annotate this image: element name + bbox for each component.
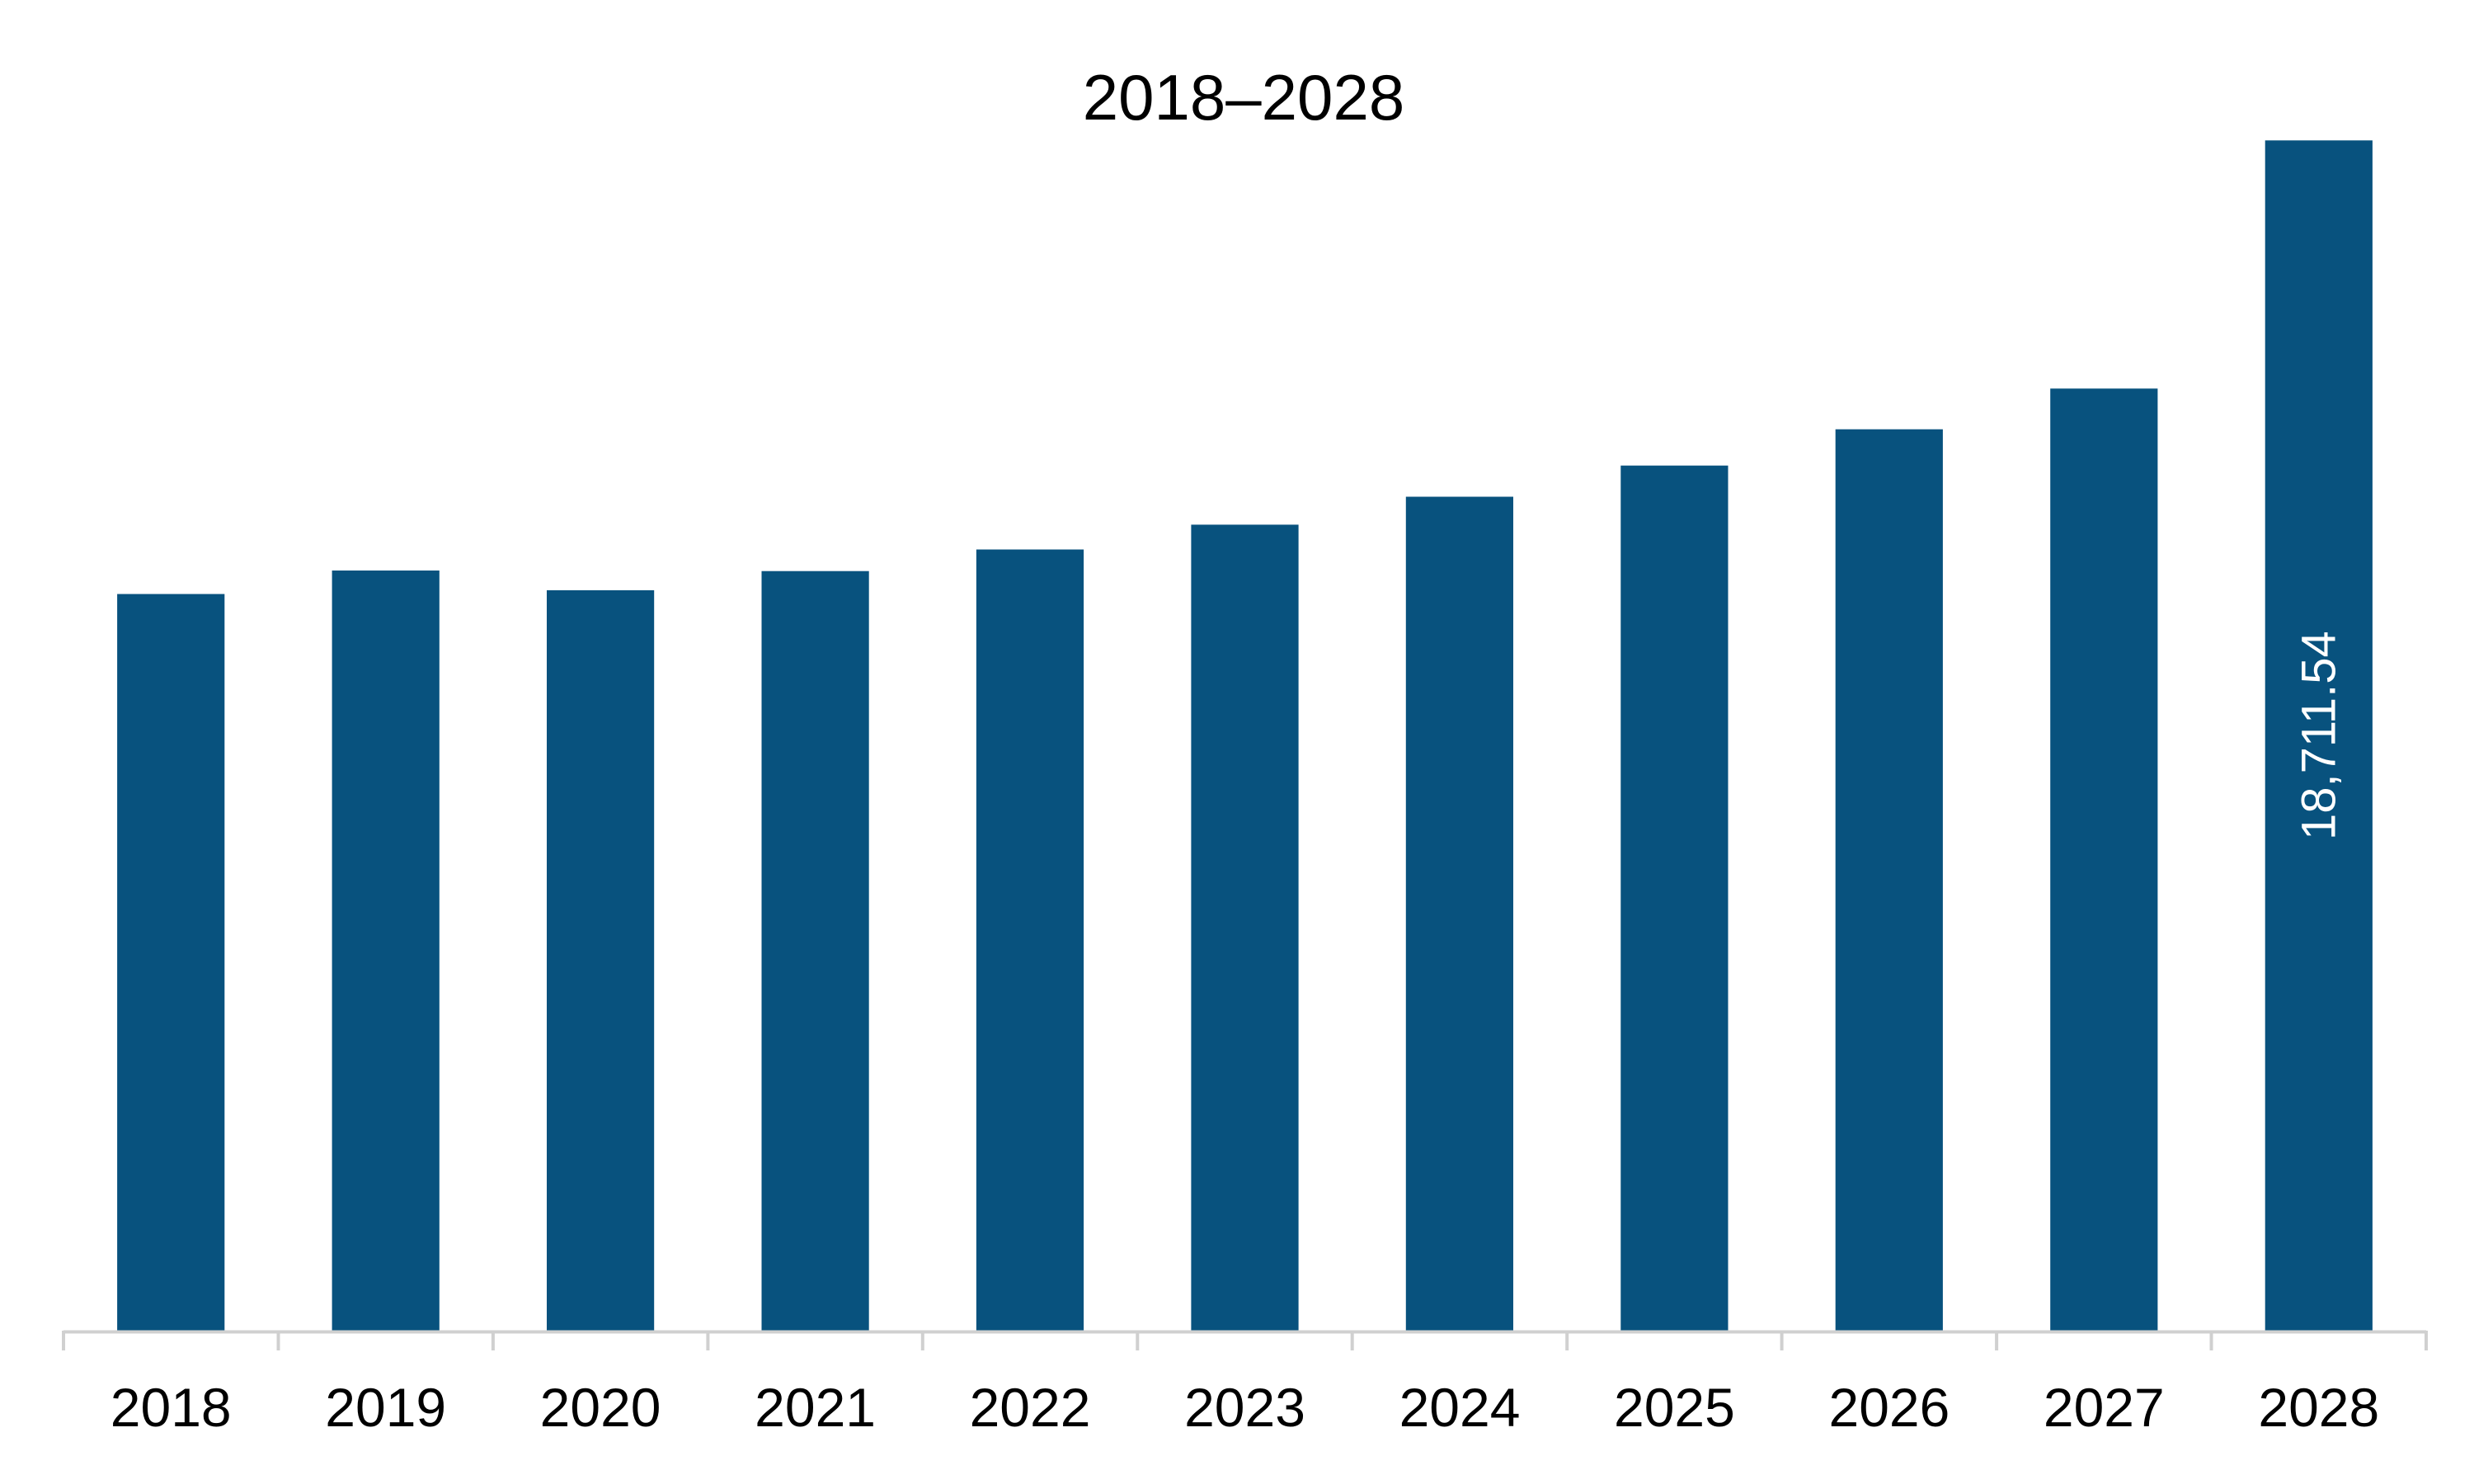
bar-2028 [2265,140,2373,1331]
bars-layer [117,140,2373,1331]
x-tick-label-2019: 2019 [325,1377,446,1438]
bar-2026 [1835,429,1943,1331]
x-tick-label-2020: 2020 [540,1377,661,1438]
bar-2021 [761,571,869,1331]
x-tick-label-2018: 2018 [111,1377,232,1438]
x-tick-label-2025: 2025 [1614,1377,1735,1438]
data-label-2028: 18,711.54 [2292,631,2345,840]
bar-2018 [117,594,225,1331]
bar-2020 [547,589,655,1331]
x-tick-label-2027: 2027 [2044,1377,2165,1438]
bar-2024 [1405,496,1513,1331]
bar-2023 [1191,524,1299,1331]
x-axis [62,1330,2428,1350]
x-tick-label-2028: 2028 [2258,1377,2379,1438]
data-labels-layer: 18,711.54 [2292,631,2345,840]
bar-2019 [332,571,440,1331]
x-tick-label-2026: 2026 [1828,1377,1950,1438]
bar-2027 [2050,388,2158,1331]
x-tick-label-2024: 2024 [1399,1377,1521,1438]
x-tick-label-2023: 2023 [1184,1377,1305,1438]
bar-2025 [1620,465,1729,1331]
x-tick-labels: 2018 2019 2020 2021 2022 2023 2024 2025 2026 2027… [111,1377,2379,1438]
x-tick-label-2021: 2021 [755,1377,876,1438]
bar-2022 [976,549,1084,1331]
chart-title: 2018–2028 [1083,61,1404,134]
x-tick-label-2022: 2022 [970,1377,1091,1438]
